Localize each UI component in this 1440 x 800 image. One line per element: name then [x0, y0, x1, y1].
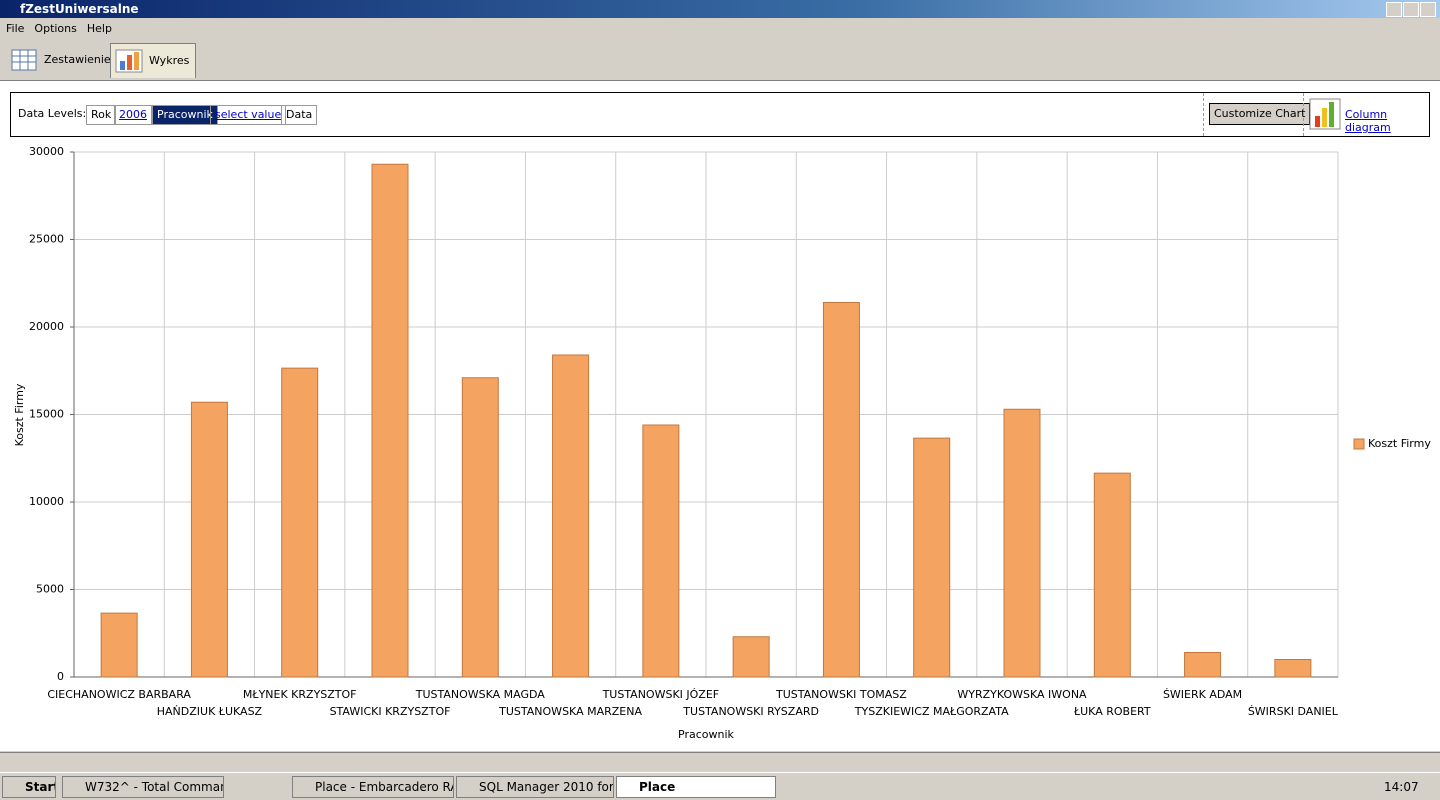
bar	[732, 636, 770, 678]
bar	[1093, 472, 1131, 678]
x-tick-label: ŚWIERK ADAM	[1163, 688, 1242, 701]
bar	[913, 437, 951, 678]
x-tick-label: TUSTANOWSKI JÓZEF	[602, 688, 720, 701]
bar	[461, 377, 499, 678]
bar	[822, 302, 860, 678]
diagram-icon	[1309, 98, 1341, 130]
customize-button[interactable]: Customize Chart	[1209, 103, 1311, 125]
task-button[interactable]: W732^ - Total Command...	[62, 776, 224, 798]
taskbar: Start W732^ - Total Command... Place - E…	[0, 772, 1440, 800]
grid-icon	[11, 49, 37, 71]
bar	[1184, 652, 1222, 678]
bar	[552, 354, 590, 678]
chart: Koszt Firmy Pracownik 0 5000 10000 15000 200…	[13, 145, 1431, 741]
bar	[100, 612, 138, 678]
tab-label: Wykres	[149, 54, 190, 67]
diagram-link[interactable]: Column diagram	[1345, 108, 1391, 134]
chart-icon	[115, 49, 143, 73]
legend-label: Koszt Firmy	[1368, 437, 1431, 450]
window-controls[interactable]	[1386, 2, 1436, 17]
data-levels-label: Data Levels:	[18, 107, 87, 120]
x-tick-label: WYRZYKOWSKA IWONA	[957, 688, 1087, 701]
x-tick-label: TUSTANOWSKA MARZENA	[498, 705, 642, 718]
x-tick-label: ŁUKA ROBERT	[1073, 705, 1151, 718]
bar	[281, 367, 319, 678]
status-bar	[0, 752, 1440, 771]
tab[interactable]: Wykres	[110, 43, 197, 78]
x-tick-label: TYSZKIEWICZ MAŁGORZATA	[854, 705, 1009, 718]
bar	[1274, 659, 1312, 678]
y-tick-label: 5000	[36, 583, 64, 596]
x-tick-label: TUSTANOWSKI TOMASZ	[775, 688, 907, 701]
bar	[190, 401, 228, 678]
task-button[interactable]: Place	[616, 776, 776, 798]
tab-label: Zestawienie	[44, 53, 111, 66]
menu-item[interactable]: File	[6, 22, 25, 35]
bar	[1003, 408, 1041, 678]
clock: 14:07	[1384, 780, 1419, 794]
menu-item[interactable]: Options	[34, 22, 77, 35]
bar	[642, 424, 680, 678]
x-tick-label: STAWICKI KRZYSZTOF	[330, 705, 451, 718]
task-button[interactable]: SQL Manager 2010 for M...	[456, 776, 614, 798]
tab-bar: Zestawienie Wykres	[0, 40, 1440, 81]
level-value[interactable]: 2006	[114, 105, 152, 125]
legend-swatch	[1353, 438, 1365, 450]
tab[interactable]: Zestawienie	[6, 43, 117, 77]
x-tick-label: CIECHANOWICZ BARBARA	[47, 688, 191, 701]
level-value[interactable]: select value	[210, 105, 287, 125]
y-tick-label: 20000	[29, 320, 64, 333]
x-tick-label: MŁYNEK KRZYSZTOF	[243, 688, 357, 701]
x-axis-label: Pracownik	[678, 728, 735, 741]
x-tick-label: HAŃDZIUK ŁUKASZ	[157, 705, 263, 718]
y-tick-label: 25000	[29, 233, 64, 246]
y-axis-label: Koszt Firmy	[13, 383, 26, 446]
y-tick-label: 15000	[29, 408, 64, 421]
data-levels-panel: Data Levels: Rok 2006 Pracownik select v…	[10, 92, 1430, 137]
bar	[371, 163, 409, 678]
level-item[interactable]: Rok	[86, 105, 117, 125]
menu-bar: File Options Help	[0, 18, 1440, 40]
task-button[interactable]: Place - Embarcadero RA...	[292, 776, 454, 798]
window-title: fZestUniwersalne	[20, 2, 139, 16]
y-tick-label: 0	[57, 670, 64, 683]
y-tick-label: 10000	[29, 495, 64, 508]
level-item[interactable]: Pracownik	[152, 105, 218, 125]
y-tick-label: 30000	[29, 145, 64, 158]
start-button[interactable]: Start	[2, 776, 56, 798]
menu-item[interactable]: Help	[86, 22, 112, 35]
x-tick-label: TUSTANOWSKA MAGDA	[415, 688, 546, 701]
x-tick-label: TUSTANOWSKI RYSZARD	[682, 705, 819, 718]
title-bar: fZestUniwersalne	[0, 0, 1440, 18]
level-item[interactable]: Data	[281, 105, 318, 125]
x-tick-label: ŚWIRSKI DANIEL	[1248, 705, 1339, 718]
